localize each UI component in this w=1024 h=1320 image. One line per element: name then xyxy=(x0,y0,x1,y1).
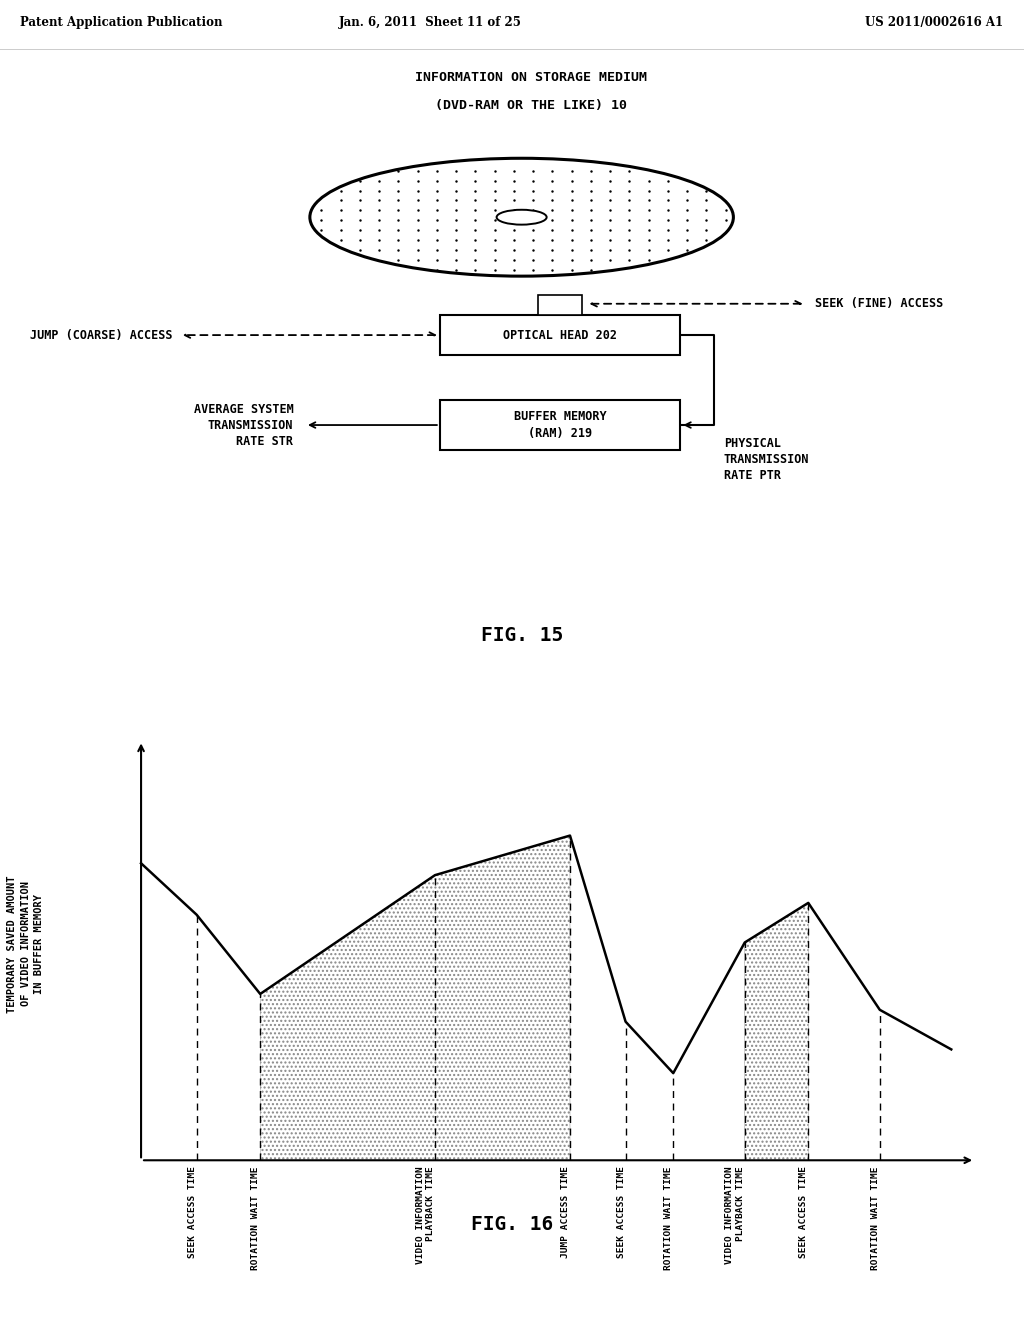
Bar xyxy=(440,400,680,450)
Text: Patent Application Publication: Patent Application Publication xyxy=(20,16,223,29)
Text: ROTATION WAIT TIME: ROTATION WAIT TIME xyxy=(870,1167,880,1270)
Text: (DVD-RAM OR THE LIKE) 10: (DVD-RAM OR THE LIKE) 10 xyxy=(435,99,628,112)
Text: JUMP (COARSE) ACCESS: JUMP (COARSE) ACCESS xyxy=(30,329,172,342)
Text: SEEK ACCESS TIME: SEEK ACCESS TIME xyxy=(800,1167,808,1258)
Text: SEEK ACCESS TIME: SEEK ACCESS TIME xyxy=(616,1167,626,1258)
Text: ROTATION WAIT TIME: ROTATION WAIT TIME xyxy=(665,1167,673,1270)
Polygon shape xyxy=(744,903,808,1160)
Text: FIG. 15: FIG. 15 xyxy=(480,627,563,645)
Bar xyxy=(539,296,582,315)
Text: US 2011/0002616 A1: US 2011/0002616 A1 xyxy=(865,16,1004,29)
Text: VIDEO INFORMATION
PLAYBACK TIME: VIDEO INFORMATION PLAYBACK TIME xyxy=(725,1167,744,1265)
Text: BUFFER MEMORY
(RAM) 219: BUFFER MEMORY (RAM) 219 xyxy=(514,411,606,440)
Text: OPTICAL HEAD 202: OPTICAL HEAD 202 xyxy=(503,329,617,342)
Text: PHYSICAL
TRANSMISSION
RATE PTR: PHYSICAL TRANSMISSION RATE PTR xyxy=(724,437,809,482)
Text: SEEK ACCESS TIME: SEEK ACCESS TIME xyxy=(187,1167,197,1258)
Text: INFORMATION ON STORAGE MEDIUM: INFORMATION ON STORAGE MEDIUM xyxy=(416,71,647,84)
Text: FIG. 16: FIG. 16 xyxy=(471,1216,553,1234)
Polygon shape xyxy=(260,836,570,1160)
Text: SEEK (FINE) ACCESS: SEEK (FINE) ACCESS xyxy=(815,297,943,310)
Text: TEMPORARY SAVED AMOUNT
OF VIDEO INFORMATION
IN BUFFER MEMORY: TEMPORARY SAVED AMOUNT OF VIDEO INFORMAT… xyxy=(7,875,44,1012)
Text: ROTATION WAIT TIME: ROTATION WAIT TIME xyxy=(251,1167,260,1270)
Text: AVERAGE SYSTEM
TRANSMISSION
RATE STR: AVERAGE SYSTEM TRANSMISSION RATE STR xyxy=(194,403,294,447)
Text: Jan. 6, 2011  Sheet 11 of 25: Jan. 6, 2011 Sheet 11 of 25 xyxy=(339,16,521,29)
Text: JUMP ACCESS TIME: JUMP ACCESS TIME xyxy=(561,1167,570,1258)
Text: VIDEO INFORMATION
PLAYBACK TIME: VIDEO INFORMATION PLAYBACK TIME xyxy=(416,1167,435,1265)
Bar xyxy=(440,315,680,355)
Ellipse shape xyxy=(497,210,547,224)
